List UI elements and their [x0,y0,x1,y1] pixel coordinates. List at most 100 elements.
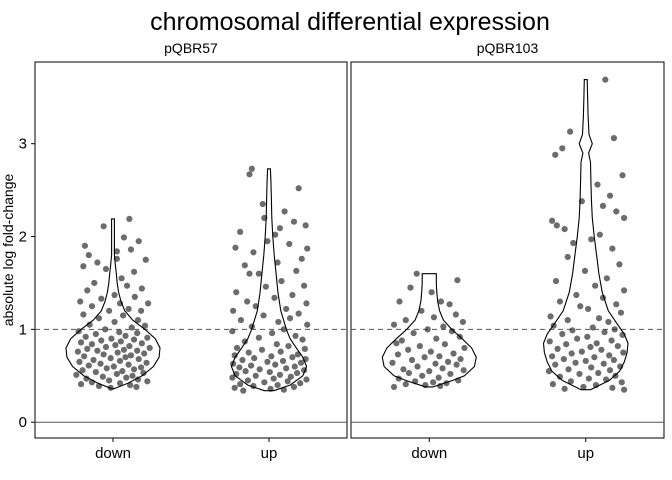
data-point [444,358,452,365]
data-point [272,231,279,238]
data-point [439,365,446,372]
x-tick-label: up [261,445,278,462]
data-point [606,352,613,359]
data-point [569,327,576,334]
data-point [396,298,403,305]
data-point [120,234,128,241]
data-point [605,318,612,326]
data-point [547,313,554,320]
data-point [427,348,434,355]
data-point [596,231,603,238]
data-point [553,222,560,229]
data-point [606,192,614,199]
data-point [112,342,119,349]
data-point [232,244,239,251]
data-point [298,255,305,262]
data-point [592,282,599,289]
data-point [106,377,113,384]
data-point [286,240,293,248]
data-point [258,346,266,353]
data-point [230,307,237,314]
data-point [410,329,417,337]
data-point [240,387,247,394]
data-point [560,355,567,363]
data-point [617,309,625,316]
data-point [428,289,435,296]
data-point [119,368,126,375]
data-point [578,348,585,355]
violin-up [542,79,629,391]
data-point [237,316,245,324]
data-point [130,268,138,275]
data-point [123,282,131,289]
data-point [279,357,287,365]
data-point [98,295,105,302]
data-point [80,311,87,318]
data-point [82,333,89,340]
data-point [77,381,85,388]
data-point [554,345,561,352]
data-point [433,335,440,342]
data-point [237,228,244,235]
data-point [567,378,574,385]
data-point [394,351,402,358]
data-point [303,376,310,383]
data-point [77,298,84,305]
data-point [127,381,134,389]
data-point [116,380,124,387]
data-point [127,352,135,359]
data-point [116,357,124,365]
data-point [264,238,271,245]
data-point [595,369,602,377]
data-point [81,353,88,360]
data-point [74,348,81,355]
data-point [295,185,302,192]
data-point [574,335,581,342]
data-point [284,378,291,385]
data-point [100,351,107,358]
data-point [246,171,253,178]
data-point [134,316,142,324]
data-point [94,347,101,354]
data-point [612,372,619,379]
violin-up [230,168,308,392]
data-point [593,340,600,347]
data-point [262,283,269,290]
data-point [123,374,130,381]
data-point [242,368,249,375]
y-axis-title: absolute log fold-change [0,174,16,327]
data-point [577,303,584,310]
data-point [289,354,296,361]
data-point [561,226,568,233]
data-point [457,355,464,363]
data-point [301,345,308,352]
data-point [407,284,414,291]
data-point [246,270,253,277]
data-point [594,181,601,188]
data-point [126,342,133,350]
data-point [620,386,628,393]
data-point [293,267,300,274]
chart-title: chromosomal differential expression [150,8,550,36]
data-point [252,372,259,379]
data-point [552,151,559,158]
data-point [436,353,443,360]
data-point [447,370,454,378]
data-point [77,339,85,346]
data-point [286,315,294,322]
data-point [138,340,145,347]
data-point [261,379,268,386]
y-tick-label: 1 [19,321,27,338]
data-point [113,370,120,378]
data-point [290,218,298,225]
data-point [270,375,277,382]
data-point [266,368,273,376]
data-point [86,321,93,328]
data-point [84,287,91,294]
data-point [110,363,117,370]
data-point [233,289,240,296]
data-point [613,208,620,215]
data-point [283,365,290,372]
panel-pqbr57: pQBR57 0 1 2 3 down up [19,40,348,462]
data-point [80,263,87,270]
